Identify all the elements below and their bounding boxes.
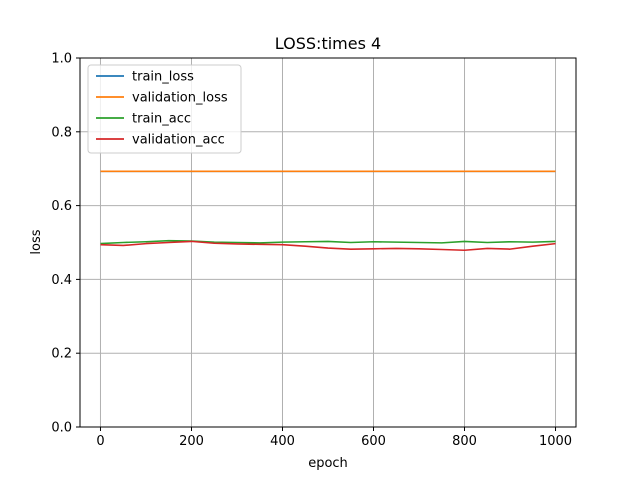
ticks: 0 200 400 600 800 1000 0.0 0.2 0.4 0.6 0.8 1.0 <box>51 52 572 450</box>
legend-label: train_acc <box>132 112 191 127</box>
y-tick-label: 0.2 <box>51 347 72 362</box>
x-tick-label: 1000 <box>539 434 572 449</box>
chart-title: LOSS:times 4 <box>275 34 381 53</box>
series-lines <box>100 170 556 252</box>
x-axis-label: epoch <box>308 456 348 471</box>
x-tick-label: 0 <box>96 434 104 449</box>
x-tick-label: 800 <box>452 434 477 449</box>
x-tick-label: 200 <box>179 434 204 449</box>
series-line-validation-acc <box>100 240 556 252</box>
legend-label: validation_loss <box>132 91 228 106</box>
legend: train_loss validation_loss train_accvalida… <box>87 64 242 154</box>
series-line-train-acc <box>100 239 556 245</box>
y-tick-label: 0.8 <box>51 125 72 140</box>
legend-label: train_loss <box>132 70 194 85</box>
legend-label: validation_acc <box>132 133 225 148</box>
y-axis-label: loss <box>29 229 44 254</box>
x-tick-label: 400 <box>270 434 295 449</box>
plot-frame <box>79 57 577 428</box>
legend-box <box>87 64 242 154</box>
y-tick-label: 0.0 <box>51 421 72 436</box>
y-tick-label: 0.4 <box>51 273 72 288</box>
x-tick-label: 600 <box>361 434 386 449</box>
y-tick-label: 1.0 <box>51 52 72 67</box>
y-tick-label: 0.6 <box>51 199 72 214</box>
